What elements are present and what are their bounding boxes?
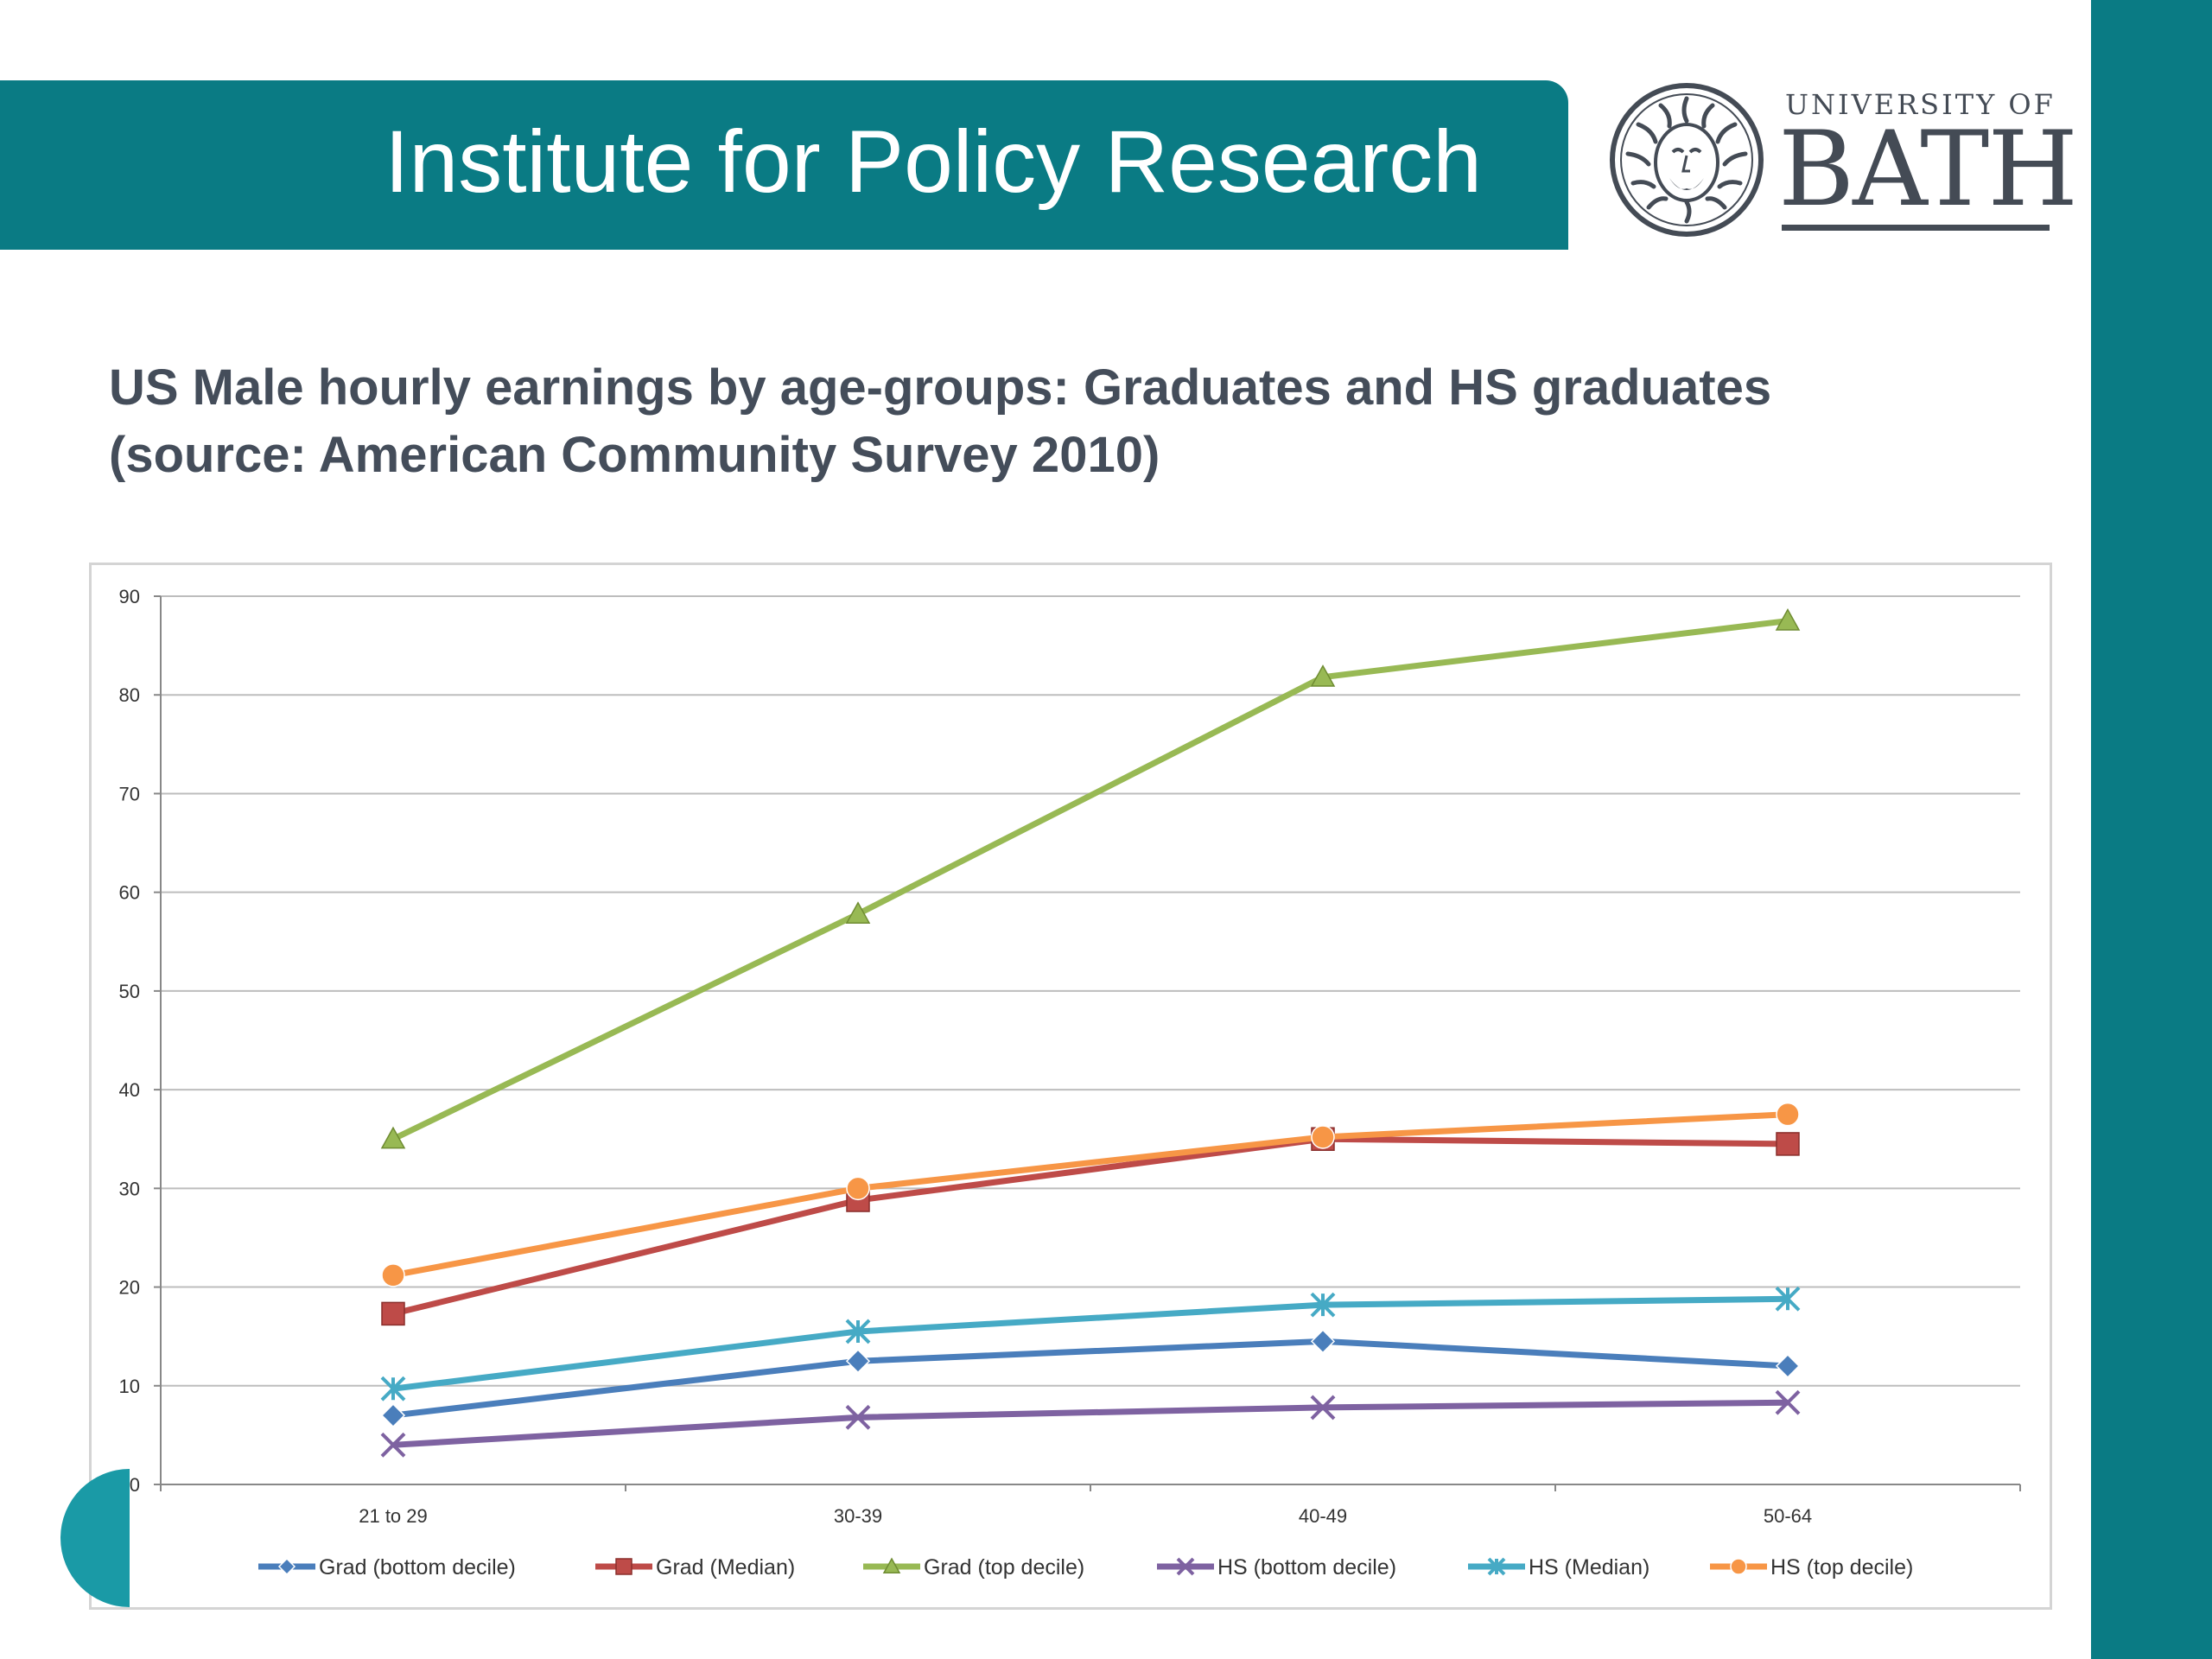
header-bar: Institute for Policy Research xyxy=(0,80,1568,250)
chart-frame: 0 10 20 30 40 50 60 70 80 90 21 to 29 30-39 40-49 50-… xyxy=(89,563,2052,1610)
data-point xyxy=(380,1402,406,1428)
y-tick-label: 30 xyxy=(119,1178,140,1199)
legend-item: HS (top decile) xyxy=(1710,1555,1913,1580)
logo-university-of: UNIVERSITY OF xyxy=(1785,88,2056,121)
y-tick-label: 80 xyxy=(119,684,140,706)
y-tick-label: 90 xyxy=(119,586,140,607)
legend: Grad (bottom decile) Grad (Median) Grad (t… xyxy=(258,1555,1913,1580)
axes: 0 10 20 30 40 50 60 70 80 90 21 to 29 30-39 40-49 50-… xyxy=(119,586,2021,1527)
slide-title-line-1: US Male hourly earnings by age-groups: G… xyxy=(109,359,1772,416)
data-point xyxy=(1310,1395,1336,1421)
data-point xyxy=(1176,1557,1195,1576)
data-point xyxy=(381,1263,405,1287)
series-lines xyxy=(380,608,1801,1458)
y-tick-label: 10 xyxy=(119,1376,140,1397)
series-2 xyxy=(380,608,1801,1149)
legend-label: Grad (Median) xyxy=(656,1555,795,1580)
legend-item: Grad (top decile) xyxy=(863,1555,1084,1580)
legend-label: Grad (bottom decile) xyxy=(319,1555,516,1580)
slide-title-line-2: (source: American Community Survey 2010) xyxy=(109,427,1160,483)
y-tick-label: 20 xyxy=(119,1277,140,1299)
data-point xyxy=(845,1349,871,1374)
university-logo: UNIVERSITY OF BATH xyxy=(1605,79,2078,244)
series-line xyxy=(392,1399,1789,1448)
data-point xyxy=(1310,1292,1336,1318)
y-tick-label: 40 xyxy=(119,1079,140,1101)
series-1 xyxy=(381,1127,1800,1326)
data-point xyxy=(1775,608,1801,631)
data-point xyxy=(1775,1353,1801,1378)
legend-item: Grad (bottom decile) xyxy=(258,1555,516,1580)
x-tick-label: 50-64 xyxy=(1764,1505,1812,1527)
legend-label: HS (bottom decile) xyxy=(1217,1555,1396,1580)
data-point xyxy=(1776,1132,1800,1156)
header-title: Institute for Policy Research xyxy=(385,112,1482,211)
data-point xyxy=(380,1376,406,1402)
logo-bath-wordmark: BATH xyxy=(1778,110,2078,230)
y-tick-label: 50 xyxy=(119,981,140,1002)
slide-title: US Male hourly earnings by age-groups: G… xyxy=(109,354,2053,489)
y-tick-label: 70 xyxy=(119,783,140,804)
decorative-arc xyxy=(60,1469,130,1607)
data-point xyxy=(845,1319,871,1344)
x-tick-label: 30-39 xyxy=(834,1505,882,1527)
series-line xyxy=(391,618,1789,1142)
data-point xyxy=(846,1176,870,1201)
legend-label: Grad (top decile) xyxy=(924,1555,1084,1580)
x-tick-label: 21 to 29 xyxy=(359,1505,428,1527)
x-tick-label: 40-49 xyxy=(1299,1505,1347,1527)
sun-god-seal-icon xyxy=(1610,83,1764,237)
legend-item: Grad (Median) xyxy=(595,1555,795,1580)
data-point xyxy=(1776,1102,1800,1127)
earnings-line-chart: 0 10 20 30 40 50 60 70 80 90 21 to 29 30-39 40-49 50-… xyxy=(119,586,2021,1580)
data-point xyxy=(380,1432,406,1458)
series-line xyxy=(392,1111,1789,1279)
legend-label: HS (top decile) xyxy=(1770,1555,1913,1580)
series-4 xyxy=(380,1286,1801,1402)
series-line xyxy=(392,1338,1789,1419)
data-point xyxy=(1730,1558,1747,1575)
legend-label: HS (Median) xyxy=(1529,1555,1649,1580)
series-line xyxy=(392,1295,1789,1392)
gridlines xyxy=(161,595,2020,1387)
data-point xyxy=(277,1557,296,1576)
data-point xyxy=(882,1557,901,1573)
data-point xyxy=(381,1301,405,1326)
data-point xyxy=(1310,664,1336,687)
data-point xyxy=(1487,1557,1506,1576)
data-point xyxy=(845,901,871,924)
logo-underline xyxy=(1782,225,2050,231)
series-0 xyxy=(380,1329,1801,1428)
legend-item: HS (Median) xyxy=(1468,1555,1649,1580)
series-5 xyxy=(381,1102,1800,1287)
legend-item: HS (bottom decile) xyxy=(1157,1555,1396,1580)
right-accent-band xyxy=(2091,0,2212,1659)
data-point xyxy=(1775,1389,1801,1415)
data-point xyxy=(1775,1286,1801,1312)
y-tick-label: 0 xyxy=(130,1474,140,1496)
data-point xyxy=(1310,1329,1336,1354)
data-point xyxy=(1311,1125,1335,1149)
data-point xyxy=(615,1558,632,1575)
data-point xyxy=(380,1126,406,1149)
data-point xyxy=(845,1404,871,1430)
y-tick-label: 60 xyxy=(119,882,140,904)
series-3 xyxy=(380,1389,1801,1458)
series-line xyxy=(392,1135,1789,1317)
